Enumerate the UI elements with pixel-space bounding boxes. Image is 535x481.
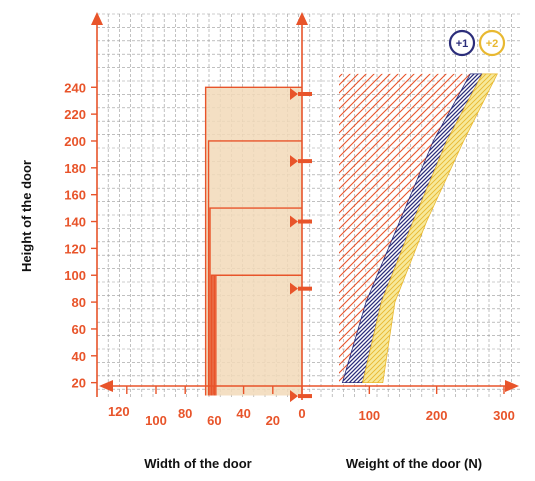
width-tick-label: 40 bbox=[236, 406, 250, 421]
y-axis-arrow bbox=[91, 12, 103, 25]
weight-axis-title: Weight of the door (N) bbox=[346, 456, 482, 471]
door-frames bbox=[204, 86, 302, 396]
hinge-marker bbox=[290, 87, 312, 100]
chart-axes bbox=[91, 12, 519, 400]
y-tick-label: 40 bbox=[72, 349, 86, 364]
door-frame-outline bbox=[207, 140, 302, 396]
hinge-markers bbox=[290, 87, 312, 403]
y-tick-label: 140 bbox=[64, 215, 86, 230]
door-frame-fill bbox=[205, 87, 302, 396]
weight-tick-label: 200 bbox=[426, 408, 448, 423]
y-tick-label: 200 bbox=[64, 134, 86, 149]
weight-axis-arrow bbox=[505, 380, 519, 392]
chart-grid bbox=[96, 13, 521, 397]
center-axis-arrow bbox=[296, 12, 308, 25]
y-axis-title: Height of the door bbox=[19, 160, 34, 272]
hinge-marker-arrow bbox=[290, 87, 298, 100]
hinge-marker bbox=[290, 215, 312, 228]
y-tick-label: 60 bbox=[72, 322, 86, 337]
width-tick-label: 0 bbox=[298, 406, 305, 421]
width-tick-label: 20 bbox=[266, 413, 280, 428]
hinge-marker-bar bbox=[298, 394, 312, 399]
hinge-marker bbox=[290, 155, 312, 168]
hinge-marker-arrow bbox=[290, 282, 298, 295]
door-frame-outline bbox=[204, 86, 302, 396]
hinge-marker-arrow bbox=[290, 390, 298, 403]
door-frame-outline bbox=[209, 207, 302, 396]
y-tick-label: 80 bbox=[72, 295, 86, 310]
hinge-marker-bar bbox=[298, 286, 312, 291]
hinge-marker-arrow bbox=[290, 215, 298, 228]
y-tick-label: 240 bbox=[64, 80, 86, 95]
width-tick-label: 60 bbox=[207, 413, 221, 428]
hinge-marker-arrow bbox=[290, 155, 298, 168]
weight-band-2 bbox=[362, 73, 498, 383]
legend: +1 +2 bbox=[448, 29, 506, 57]
legend-badge bbox=[478, 29, 506, 57]
y-tick-label: 120 bbox=[64, 241, 86, 256]
weight-tick-label: 100 bbox=[358, 408, 380, 423]
width-tick-label: 100 bbox=[145, 413, 167, 428]
hinge-marker-bar bbox=[298, 91, 312, 96]
hinge-marker-bar bbox=[298, 159, 312, 164]
hinge-marker bbox=[290, 282, 312, 295]
y-tick-label: 180 bbox=[64, 161, 86, 176]
y-tick-label: 100 bbox=[64, 268, 86, 283]
legend-badge bbox=[448, 29, 476, 57]
y-tick-label: 160 bbox=[64, 188, 86, 203]
width-tick-label: 80 bbox=[178, 406, 192, 421]
y-tick-label: 20 bbox=[72, 376, 86, 391]
legend-badge-label: +1 bbox=[456, 38, 469, 50]
width-axis-title: Width of the door bbox=[144, 456, 251, 471]
y-tick-label: 220 bbox=[64, 107, 86, 122]
weight-band-0 bbox=[339, 73, 471, 383]
hinge-marker-bar bbox=[298, 219, 312, 224]
width-tick-label: 120 bbox=[108, 404, 130, 419]
door-frame-outline bbox=[215, 274, 302, 396]
legend-badge-label: +2 bbox=[486, 38, 499, 50]
weight-bands bbox=[339, 73, 498, 383]
width-axis-arrow bbox=[99, 380, 113, 392]
hinge-marker bbox=[290, 390, 312, 403]
weight-tick-label: 300 bbox=[493, 408, 515, 423]
